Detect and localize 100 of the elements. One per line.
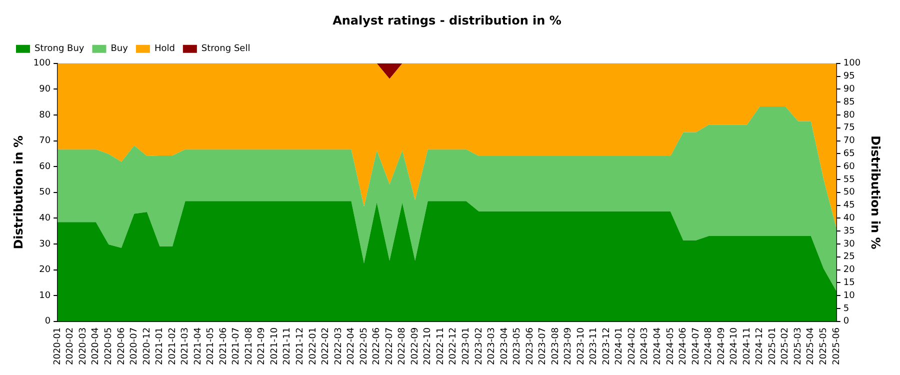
- x-tick-label: 2024-11: [742, 327, 752, 366]
- x-tick-label: 2024-01: [614, 327, 625, 366]
- x-tick-label: 2022-08: [398, 327, 408, 366]
- x-tick-label: 2024-12: [755, 327, 766, 366]
- x-tick-label: 2021-05: [206, 327, 216, 366]
- x-tick-label: 2024-09: [716, 327, 727, 366]
- y-tick-label: 0: [44, 316, 51, 327]
- x-tick-label: 2021-01: [155, 327, 166, 366]
- x-tick-label: 2022-09: [410, 327, 420, 366]
- y2-tick-label: 70: [843, 136, 856, 146]
- y2-tick-label: 75: [843, 123, 855, 134]
- x-tick-label: 2023-01: [461, 327, 472, 366]
- x-tick-label: 2021-02: [168, 327, 178, 366]
- chart-title: Analyst ratings - distribution in %: [332, 13, 562, 28]
- y-tick-label: 90: [39, 84, 51, 95]
- x-tick-label: 2022-05: [359, 327, 370, 366]
- x-tick-label: 2022-01: [308, 327, 318, 366]
- x-tick-label: 2024-10: [730, 327, 740, 366]
- x-tick-label: 2021-06: [218, 327, 229, 366]
- x-tick-label: 2025-02: [780, 327, 791, 366]
- x-tick-label: 2023-06: [525, 327, 536, 366]
- x-tick-label: 2024-02: [627, 327, 638, 366]
- x-tick-label: 2022-06: [372, 327, 382, 366]
- x-tick-label: 2023-09: [564, 327, 574, 366]
- x-tick-label: 2021-07: [232, 327, 242, 366]
- y2-tick-label: 15: [843, 278, 855, 288]
- x-tick-label: 2023-07: [538, 327, 548, 366]
- legend-label: Strong Sell: [201, 44, 250, 54]
- y-tick-label: 80: [39, 110, 51, 120]
- legend-label: Hold: [154, 44, 175, 54]
- y-tick-label: 20: [39, 265, 51, 276]
- x-tick-label: 2021-04: [193, 327, 204, 366]
- x-tick-label: 2021-08: [244, 327, 254, 366]
- x-tick-label: 2021-12: [296, 327, 306, 366]
- y2-tick-label: 90: [843, 84, 856, 95]
- y-tick-label: 100: [33, 58, 51, 69]
- y2-tick-label: 0: [843, 316, 850, 327]
- x-tick-label: 2022-02: [321, 327, 332, 366]
- x-tick-label: 2023-10: [576, 327, 586, 366]
- x-tick-label: 2022-04: [346, 327, 357, 366]
- y-tick-label: 70: [39, 136, 51, 146]
- y-tick-label: 40: [39, 214, 51, 224]
- y-axis-title: Distribution in %: [11, 136, 26, 250]
- x-tick-label: 2022-03: [334, 327, 344, 366]
- x-tick-label: 2023-08: [550, 327, 561, 366]
- x-tick-label: 2020-12: [142, 327, 152, 366]
- x-tick-label: 2022-10: [423, 327, 434, 366]
- x-tick-label: 2020-03: [78, 327, 88, 366]
- x-tick-label: 2020-06: [116, 327, 127, 366]
- x-tick-label: 2023-11: [589, 327, 600, 366]
- y2-tick-label: 95: [843, 72, 855, 82]
- x-tick-label: 2024-08: [704, 327, 714, 366]
- y2-tick-label: 80: [843, 110, 856, 120]
- y2-tick-label: 60: [843, 162, 856, 172]
- x-tick-label: 2020-04: [91, 327, 102, 366]
- x-tick-label: 2023-04: [500, 327, 510, 366]
- legend-label: Buy: [110, 44, 129, 54]
- y2-tick-label: 5: [843, 304, 850, 314]
- x-tick-label: 2024-07: [691, 327, 702, 366]
- x-tick-label: 2020-02: [66, 327, 76, 366]
- x-tick-label: 2024-04: [653, 327, 664, 366]
- x-tick-label: 2025-06: [832, 327, 842, 366]
- x-tick-label: 2021-11: [282, 327, 293, 366]
- y2-axis-title: Distribution in %: [868, 136, 883, 250]
- y2-tick-label: 30: [843, 239, 856, 250]
- x-tick-label: 2025-01: [768, 327, 778, 366]
- y2-tick-label: 55: [843, 174, 855, 185]
- y2-tick-label: 35: [843, 226, 855, 236]
- x-tick-label: 2021-03: [180, 327, 191, 366]
- y2-tick-label: 45: [843, 200, 855, 211]
- y-tick-label: 60: [39, 162, 51, 172]
- y2-tick-label: 100: [843, 58, 861, 69]
- y-tick-label: 50: [39, 188, 51, 198]
- x-tick-label: 2025-05: [819, 327, 829, 366]
- y2-tick-label: 85: [843, 97, 855, 108]
- x-tick-label: 2024-06: [678, 327, 689, 366]
- x-tick-label: 2023-03: [487, 327, 498, 366]
- x-tick-label: 2022-11: [436, 327, 446, 366]
- x-tick-label: 2025-04: [806, 327, 816, 366]
- y2-tick-label: 40: [843, 214, 856, 224]
- y2-tick-label: 10: [843, 290, 856, 301]
- y2-tick-label: 20: [843, 265, 856, 276]
- x-tick-label: 2025-03: [793, 327, 804, 366]
- y-tick-label: 10: [39, 290, 51, 301]
- y2-tick-label: 65: [843, 149, 855, 160]
- x-tick-label: 2020-05: [104, 327, 114, 366]
- x-tick-label: 2023-05: [512, 327, 523, 366]
- x-tick-label: 2020-01: [52, 327, 63, 366]
- x-tick-label: 2024-03: [640, 327, 650, 366]
- x-tick-label: 2023-02: [474, 327, 484, 366]
- legend-label: Strong Buy: [34, 44, 85, 54]
- x-tick-label: 2023-12: [602, 327, 612, 366]
- x-tick-label: 2020-07: [130, 327, 140, 366]
- y-tick-label: 30: [39, 239, 51, 250]
- x-tick-label: 2022-07: [384, 327, 395, 366]
- y2-tick-label: 25: [843, 252, 855, 262]
- x-tick-label: 2024-05: [666, 327, 676, 366]
- x-tick-label: 2021-09: [257, 327, 268, 366]
- x-tick-label: 2022-12: [448, 327, 459, 366]
- y2-tick-label: 50: [843, 188, 856, 198]
